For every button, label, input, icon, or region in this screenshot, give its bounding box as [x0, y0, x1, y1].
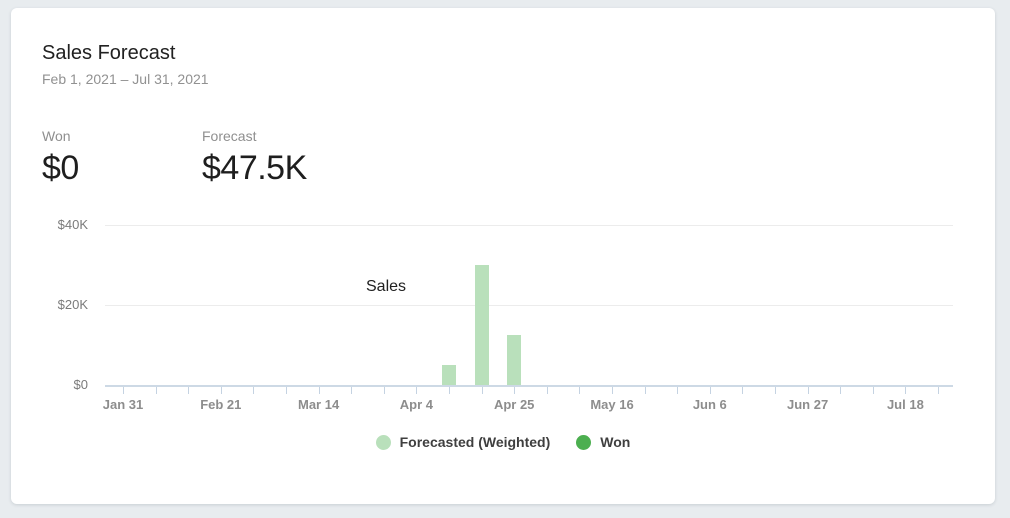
- axis-tick: [807, 387, 809, 394]
- won-stat: Won $0: [42, 128, 79, 188]
- axis-tick: [383, 387, 385, 394]
- bar-chart: $0 $20K $40K Jan 31 Feb 21 Mar 14 Apr 4 Apr 25 M…: [11, 8, 995, 504]
- pipeline-select-value: Sales: [366, 278, 407, 295]
- axis-tick: [579, 387, 581, 394]
- axis-tick: [220, 387, 222, 394]
- bar-forecasted-weighted: [507, 335, 522, 385]
- card-header: Sales Forecast Feb 1, 2021 – Jul 31, 202…: [42, 41, 209, 88]
- chart-legend: Forecasted (Weighted) Won: [11, 434, 995, 450]
- bar-forecasted-weighted: [442, 365, 456, 385]
- axis-tick: [872, 387, 874, 394]
- axis-tick: [905, 387, 907, 394]
- axis-tick: [188, 387, 190, 394]
- date-range: Feb 1, 2021 – Jul 31, 2021: [42, 71, 209, 87]
- axis-tick: [938, 387, 939, 394]
- axis-tick: [709, 387, 711, 394]
- axis-tick: [449, 387, 450, 394]
- bar-forecasted-weighted: [474, 265, 489, 385]
- axis-tick: [481, 387, 483, 394]
- legend-label: Won: [600, 434, 631, 450]
- forecast-stat-label: Forecast: [202, 128, 257, 144]
- gridline: [105, 225, 953, 226]
- x-axis-label: Jul 18: [886, 397, 924, 412]
- legend-item-won[interactable]: Won: [576, 434, 630, 450]
- axis-tick: [155, 387, 157, 394]
- won-stat-label: Won: [42, 128, 71, 144]
- axis-tick: [253, 387, 255, 394]
- y-axis-label: $0: [73, 377, 88, 392]
- gridline: [105, 305, 953, 306]
- axis-tick: [775, 387, 776, 394]
- legend-dot: [576, 434, 592, 450]
- x-axis-label: Jan 31: [102, 397, 144, 412]
- x-axis-line: [105, 385, 953, 387]
- axis-tick: [742, 387, 744, 394]
- y-axis-label: $40K: [57, 217, 88, 232]
- x-axis-label: Apr 4: [399, 397, 433, 412]
- legend-item-forecasted-weighted[interactable]: Forecasted (Weighted): [375, 434, 551, 450]
- x-axis-label: Jun 6: [692, 397, 727, 412]
- axis-tick: [612, 387, 613, 394]
- axis-tick: [546, 387, 548, 394]
- x-axis-label: Jun 27: [787, 397, 829, 412]
- axis-tick: [514, 387, 516, 394]
- axis-tick: [123, 387, 124, 394]
- axis-tick: [286, 387, 287, 394]
- axis-tick: [677, 387, 679, 394]
- axis-tick: [644, 387, 646, 394]
- x-axis-label: Feb 21: [200, 397, 242, 412]
- x-axis-label: Mar 14: [297, 397, 340, 412]
- forecast-stat: Forecast $47.5K: [202, 128, 307, 188]
- x-axis-label: Apr 25: [493, 397, 535, 412]
- sales-forecast-card: Sales Forecast Feb 1, 2021 – Jul 31, 202…: [11, 8, 995, 504]
- axis-tick: [351, 387, 353, 394]
- axis-tick: [840, 387, 842, 394]
- axis-tick: [318, 387, 320, 394]
- forecast-stat-value: $47.5K: [202, 149, 307, 187]
- x-axis-label: May 16: [590, 397, 634, 412]
- won-stat-value: $0: [42, 149, 79, 187]
- page-title: Sales Forecast: [42, 42, 176, 64]
- legend-label: Forecasted (Weighted): [399, 434, 551, 450]
- axis-tick: [416, 387, 418, 394]
- legend-dot: [375, 434, 391, 450]
- y-axis-label: $20K: [57, 297, 88, 312]
